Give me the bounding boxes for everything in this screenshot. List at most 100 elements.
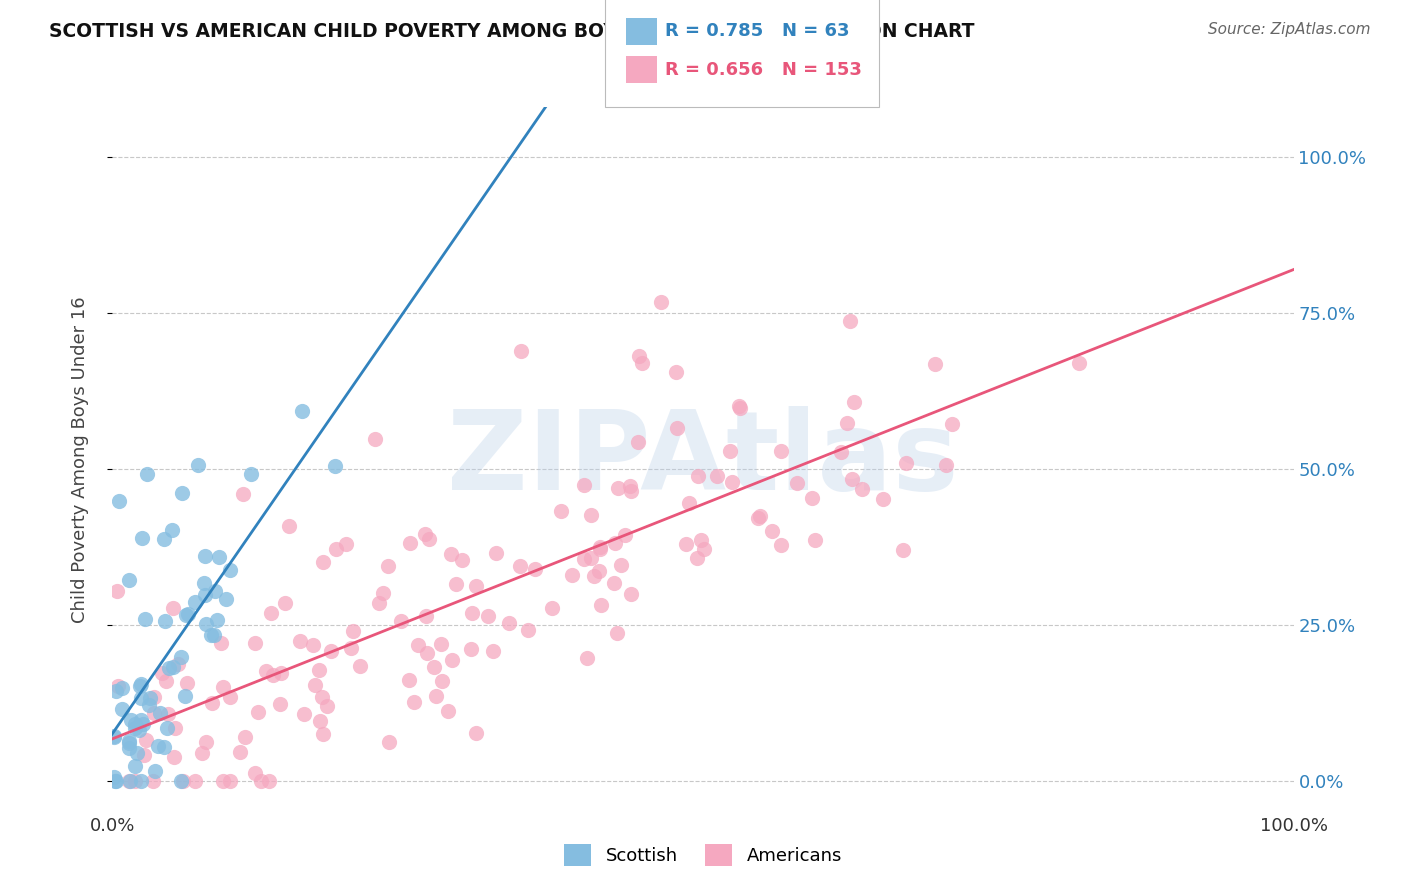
Point <box>418 532 440 546</box>
Point <box>118 773 141 788</box>
Point <box>103 730 125 744</box>
Point <box>174 689 197 703</box>
Point <box>172 486 194 500</box>
Point <box>841 472 863 486</box>
Point <box>118 736 141 750</box>
Point <box>118 740 141 755</box>
Point <box>243 636 266 650</box>
Point <box>257 773 280 788</box>
Point <box>135 732 157 747</box>
Point <box>364 432 387 446</box>
Point <box>377 734 399 748</box>
Point <box>215 591 238 606</box>
Point <box>155 674 177 689</box>
Point <box>665 365 688 379</box>
Point <box>204 583 226 598</box>
Point <box>602 576 624 591</box>
Point <box>187 458 209 472</box>
Point <box>413 527 436 541</box>
Point <box>620 586 643 600</box>
Point <box>129 713 152 727</box>
Point <box>152 739 174 754</box>
Point <box>319 644 342 658</box>
Point <box>498 616 520 631</box>
Point <box>377 559 399 574</box>
Point <box>342 624 364 639</box>
Point <box>686 468 709 483</box>
Point <box>311 555 333 569</box>
Point <box>335 537 357 551</box>
Point <box>311 690 333 704</box>
Point <box>678 496 700 510</box>
Point <box>675 537 697 551</box>
Point <box>441 653 464 667</box>
Point <box>589 540 612 554</box>
Point <box>606 626 628 640</box>
Point <box>163 750 186 764</box>
Point <box>460 641 482 656</box>
Point <box>349 658 371 673</box>
Point <box>432 674 454 689</box>
Point <box>184 595 207 609</box>
Point <box>232 487 254 501</box>
Point <box>706 469 728 483</box>
Point <box>406 638 429 652</box>
Point <box>292 706 315 721</box>
Point <box>561 568 583 582</box>
Point <box>209 636 232 650</box>
Point <box>128 723 150 738</box>
Text: R = 0.785   N = 63: R = 0.785 N = 63 <box>665 22 849 40</box>
Point <box>291 404 314 418</box>
Point <box>176 676 198 690</box>
Point <box>278 519 301 533</box>
Point <box>177 607 200 621</box>
Point <box>195 616 218 631</box>
Point <box>233 731 256 745</box>
Point <box>924 357 946 371</box>
Point <box>720 475 742 490</box>
Point <box>614 527 637 541</box>
Point <box>103 771 125 785</box>
Point <box>124 773 146 788</box>
Point <box>132 717 155 731</box>
Point <box>160 523 183 537</box>
Point <box>786 476 808 491</box>
Point <box>894 456 917 470</box>
Point <box>619 483 641 498</box>
Point <box>440 547 463 561</box>
Point <box>516 623 538 637</box>
Point <box>194 734 217 748</box>
Point <box>747 511 769 525</box>
Point <box>134 748 156 763</box>
Point <box>167 657 190 671</box>
Point <box>124 759 146 773</box>
Point <box>872 491 894 506</box>
Point <box>125 746 148 760</box>
Point <box>163 721 186 735</box>
Point <box>588 565 610 579</box>
Point <box>219 690 242 705</box>
Point <box>465 725 488 739</box>
Point <box>157 661 180 675</box>
Point <box>367 596 389 610</box>
Point <box>107 494 129 508</box>
Point <box>316 698 339 713</box>
Point <box>105 684 128 698</box>
Point <box>935 458 957 472</box>
Point <box>243 766 266 780</box>
Point <box>142 773 165 788</box>
Point <box>804 533 827 547</box>
Point <box>389 614 412 628</box>
Point <box>207 613 229 627</box>
Point <box>111 702 134 716</box>
Text: SCOTTISH VS AMERICAN CHILD POVERTY AMONG BOYS UNDER 16 CORRELATION CHART: SCOTTISH VS AMERICAN CHILD POVERTY AMONG… <box>49 22 974 41</box>
Point <box>720 443 742 458</box>
Point <box>105 584 128 599</box>
Legend: Scottish, Americans: Scottish, Americans <box>557 837 849 873</box>
Point <box>194 588 217 602</box>
Point <box>830 444 852 458</box>
Text: ZIPAtlas: ZIPAtlas <box>447 406 959 513</box>
Point <box>430 637 453 651</box>
Point <box>1067 356 1090 370</box>
Y-axis label: Child Poverty Among Boys Under 16: Child Poverty Among Boys Under 16 <box>70 296 89 623</box>
